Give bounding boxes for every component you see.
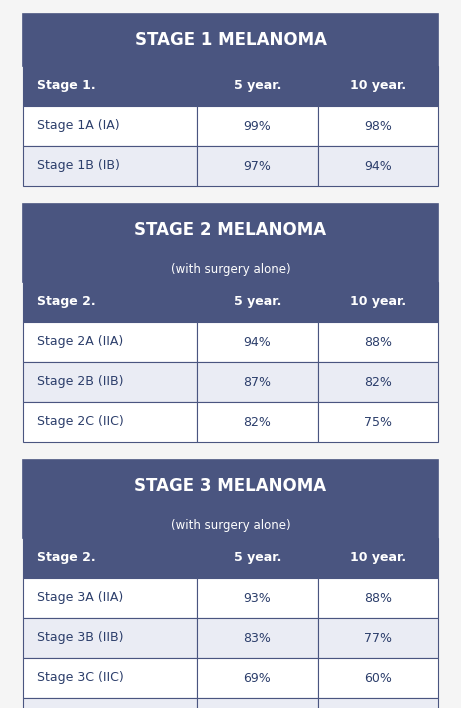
Text: 77%: 77% (364, 632, 392, 644)
Bar (318, 698, 438, 708)
Text: 75%: 75% (364, 416, 392, 428)
Text: 97%: 97% (243, 159, 272, 173)
Bar (197, 618, 318, 658)
Text: Stage 2.: Stage 2. (37, 552, 95, 564)
Text: (with surgery alone): (with surgery alone) (171, 263, 290, 275)
Text: 10 year.: 10 year. (350, 295, 406, 309)
Bar (23, 698, 197, 708)
Text: Stage 1B (IB): Stage 1B (IB) (37, 159, 120, 173)
Text: 87%: 87% (243, 375, 272, 389)
Text: STAGE 2 MELANOMA: STAGE 2 MELANOMA (135, 221, 326, 239)
Text: 83%: 83% (243, 632, 272, 644)
Text: 88%: 88% (364, 591, 392, 605)
Bar (197, 146, 318, 186)
Bar (23, 106, 197, 146)
Bar (197, 658, 318, 698)
Text: 82%: 82% (364, 375, 392, 389)
Bar (197, 362, 318, 402)
Bar (318, 658, 438, 698)
Text: 5 year.: 5 year. (234, 552, 281, 564)
Bar (23, 14, 438, 66)
Text: STAGE 3 MELANOMA: STAGE 3 MELANOMA (135, 477, 326, 495)
Text: 69%: 69% (243, 671, 272, 685)
Bar (318, 282, 438, 322)
Text: Stage 2C (IIC): Stage 2C (IIC) (37, 416, 124, 428)
Bar (318, 106, 438, 146)
Text: STAGE 1 MELANOMA: STAGE 1 MELANOMA (135, 31, 326, 49)
Text: Stage 3C (IIC): Stage 3C (IIC) (37, 671, 124, 685)
Text: 60%: 60% (364, 671, 392, 685)
Text: Stage 1A (IA): Stage 1A (IA) (37, 120, 119, 132)
Bar (197, 282, 318, 322)
Bar (23, 66, 197, 106)
Bar (318, 322, 438, 362)
Bar (23, 460, 438, 538)
Bar (197, 322, 318, 362)
Text: 5 year.: 5 year. (234, 295, 281, 309)
Bar (318, 66, 438, 106)
Bar (318, 362, 438, 402)
Text: Stage 3A (IIA): Stage 3A (IIA) (37, 591, 123, 605)
Bar (23, 578, 197, 618)
Bar (197, 66, 318, 106)
Text: 98%: 98% (364, 120, 392, 132)
Text: 82%: 82% (243, 416, 272, 428)
Bar (23, 362, 197, 402)
Text: Stage 1.: Stage 1. (37, 79, 95, 93)
Bar (197, 698, 318, 708)
Bar (318, 578, 438, 618)
Bar (318, 618, 438, 658)
Text: Stage 2B (IIB): Stage 2B (IIB) (37, 375, 124, 389)
Text: (with surgery alone): (with surgery alone) (171, 518, 290, 532)
Bar (23, 282, 197, 322)
Bar (23, 658, 197, 698)
Bar (197, 538, 318, 578)
Text: 94%: 94% (364, 159, 392, 173)
Text: 5 year.: 5 year. (234, 79, 281, 93)
Bar (197, 578, 318, 618)
Bar (23, 204, 438, 282)
Bar (23, 618, 197, 658)
Bar (23, 322, 197, 362)
Text: Stage 2.: Stage 2. (37, 295, 95, 309)
Bar (23, 402, 197, 442)
Text: 10 year.: 10 year. (350, 79, 406, 93)
Text: 88%: 88% (364, 336, 392, 348)
Bar (197, 106, 318, 146)
Text: 93%: 93% (243, 591, 272, 605)
Text: Stage 2A (IIA): Stage 2A (IIA) (37, 336, 123, 348)
Bar (318, 146, 438, 186)
Text: 10 year.: 10 year. (350, 552, 406, 564)
Bar (23, 538, 197, 578)
Text: 94%: 94% (243, 336, 272, 348)
Bar (318, 538, 438, 578)
Text: Stage 3B (IIB): Stage 3B (IIB) (37, 632, 124, 644)
Bar (197, 402, 318, 442)
Text: 99%: 99% (243, 120, 272, 132)
Bar (23, 146, 197, 186)
Bar (318, 402, 438, 442)
